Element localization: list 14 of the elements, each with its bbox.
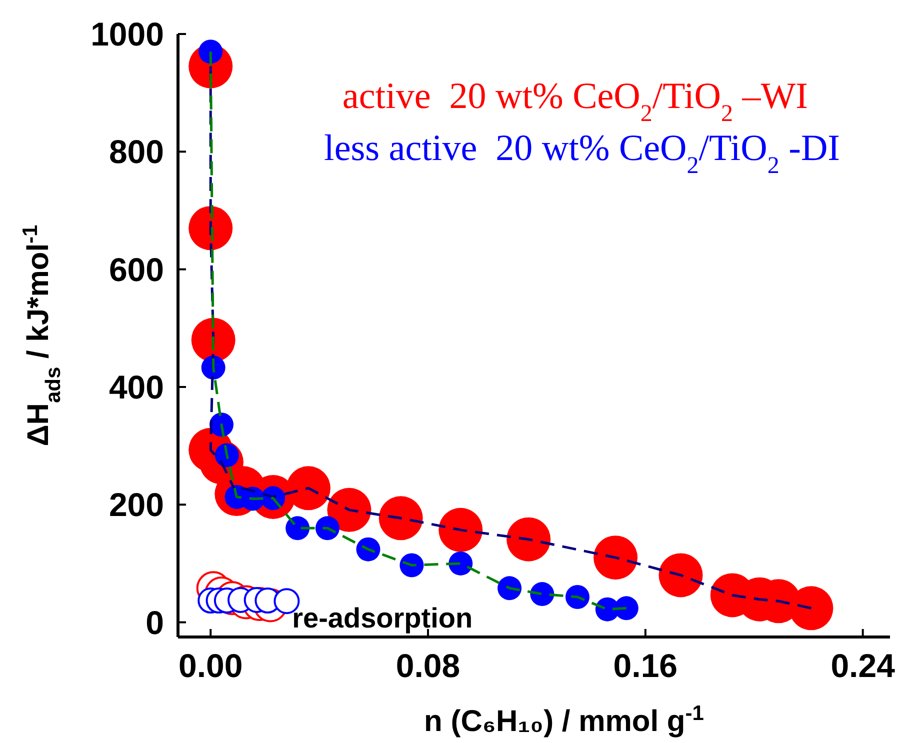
x-axis-title: n (C₆H₁₀) / mmol g$^{-1}$ xyxy=(424,702,704,738)
x-tick-label: 0.16 xyxy=(613,647,678,684)
text: less active 20 wt% CeO$_{2}$/TiO$_{2}$ -DI xyxy=(324,128,840,179)
annotation: re-adsorption xyxy=(292,602,473,634)
y-tick-label: 1000 xyxy=(90,16,164,53)
y-tick-label: 600 xyxy=(108,250,164,288)
y-tick-label: 800 xyxy=(108,133,164,170)
text: active 20 wt% CeO$_{2}$/TiO$_{2}$ –WI xyxy=(342,76,808,127)
x-tick-label: 0.00 xyxy=(178,647,243,684)
y-tick-label: 400 xyxy=(108,368,164,406)
y-tick-label: 0 xyxy=(146,604,164,641)
x-tick-label: 0.08 xyxy=(396,647,460,684)
y-tick-label: 200 xyxy=(108,486,164,524)
x-tick-label: 0.24 xyxy=(830,647,896,684)
